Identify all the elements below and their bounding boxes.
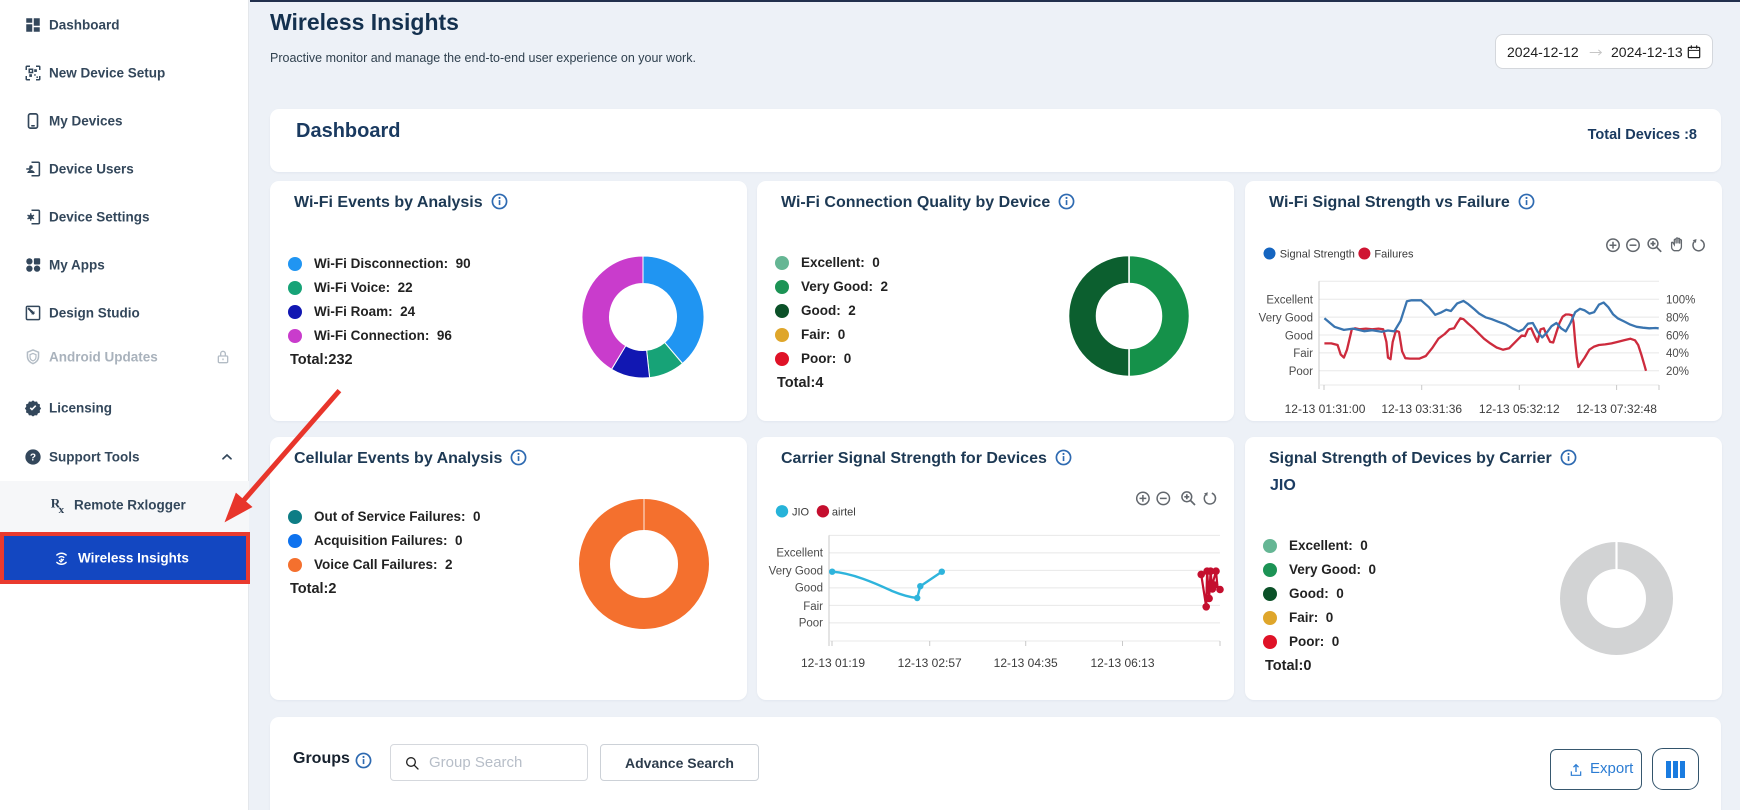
svg-text:12-13 01:19: 12-13 01:19 xyxy=(801,656,865,670)
svg-text:40%: 40% xyxy=(1666,348,1689,360)
svg-text:R: R xyxy=(51,496,61,511)
svg-text:Signal Strength: Signal Strength xyxy=(1280,249,1355,261)
svg-text:Failures: Failures xyxy=(1374,249,1414,261)
svg-text:Very Good: Very Good xyxy=(769,566,823,578)
svg-text:20%: 20% xyxy=(1666,366,1689,378)
svg-text:Very Good: Very Good xyxy=(1259,312,1313,324)
svg-text:Fair: Fair xyxy=(803,601,823,613)
svg-text:100%: 100% xyxy=(1666,295,1695,307)
svg-text:Excellent: Excellent xyxy=(776,548,823,560)
svg-text:Fair: Fair xyxy=(1293,348,1313,360)
svg-text:Excellent: Excellent xyxy=(1266,295,1313,307)
svg-text:12-13 04:35: 12-13 04:35 xyxy=(994,656,1058,670)
svg-text:12-13 03:31:36: 12-13 03:31:36 xyxy=(1381,402,1462,416)
svg-text:12-13 06:13: 12-13 06:13 xyxy=(1090,656,1154,670)
svg-text:60%: 60% xyxy=(1666,330,1689,342)
svg-text:12-13 02:57: 12-13 02:57 xyxy=(898,656,962,670)
svg-text:Poor: Poor xyxy=(1289,366,1313,378)
svg-text:Good: Good xyxy=(795,583,823,595)
svg-text:?: ? xyxy=(30,453,36,464)
svg-text:x: x xyxy=(59,504,65,516)
svg-text:airtel: airtel xyxy=(832,506,856,518)
svg-text:12-13 07:32:48: 12-13 07:32:48 xyxy=(1576,402,1657,416)
svg-text:12-13 05:32:12: 12-13 05:32:12 xyxy=(1479,402,1560,416)
svg-text:12-13 01:31:00: 12-13 01:31:00 xyxy=(1285,402,1366,416)
svg-text:Good: Good xyxy=(1285,330,1313,342)
svg-text:80%: 80% xyxy=(1666,312,1689,324)
svg-text:Poor: Poor xyxy=(799,618,823,630)
svg-text:JIO: JIO xyxy=(792,506,810,518)
